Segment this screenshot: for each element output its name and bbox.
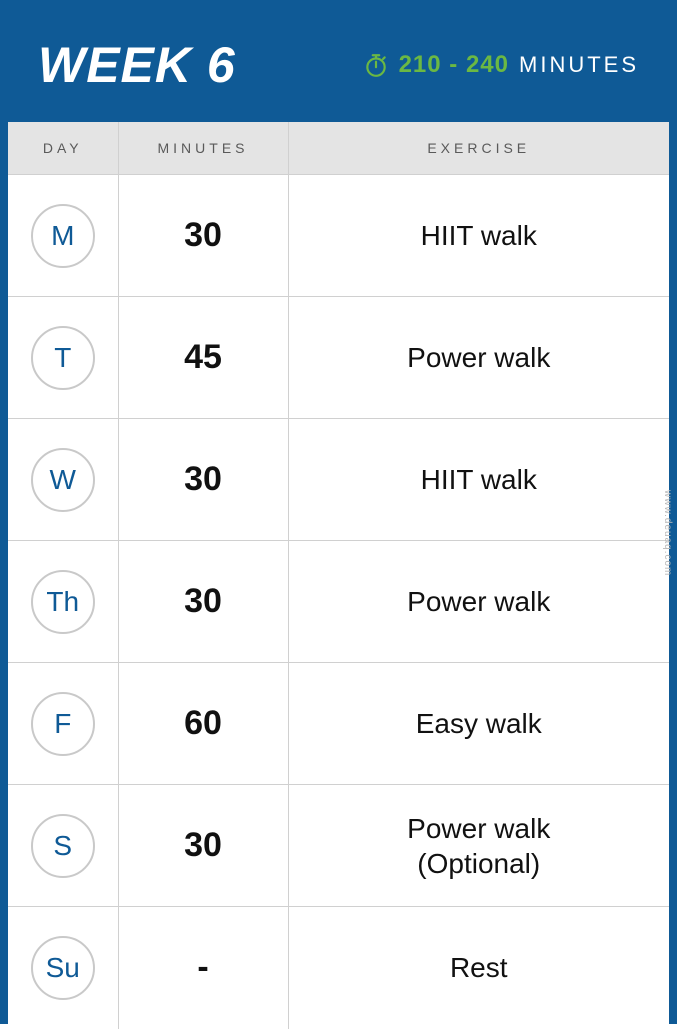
table-body: M 30 HIIT walk T 45 Power walk W 30 HIIT…: [8, 175, 669, 1029]
minutes-cell: 60: [118, 663, 288, 785]
exercise-cell: Easy walk: [288, 663, 669, 785]
table-row: M 30 HIIT walk: [8, 175, 669, 297]
exercise-cell: Power walk: [288, 297, 669, 419]
day-badge: Th: [31, 570, 95, 634]
col-header-minutes: MINUTES: [118, 122, 288, 175]
watermark: www.deuaq.com: [662, 490, 673, 576]
minutes-cell: 30: [118, 419, 288, 541]
minutes-cell: 30: [118, 175, 288, 297]
day-badge: F: [31, 692, 95, 756]
table-row: F 60 Easy walk: [8, 663, 669, 785]
day-badge: W: [31, 448, 95, 512]
table-row: Th 30 Power walk: [8, 541, 669, 663]
schedule-table: DAY MINUTES EXERCISE M 30 HIIT walk T 45…: [8, 122, 669, 1029]
day-badge: S: [31, 814, 95, 878]
exercise-cell: HIIT walk: [288, 419, 669, 541]
stopwatch-icon: [363, 52, 389, 78]
table-header-row: DAY MINUTES EXERCISE: [8, 122, 669, 175]
day-cell: F: [8, 663, 118, 785]
day-cell: W: [8, 419, 118, 541]
minutes-cell: 30: [118, 541, 288, 663]
day-badge: M: [31, 204, 95, 268]
exercise-cell: Power walk(Optional): [288, 785, 669, 907]
week-title: WEEK 6: [38, 36, 236, 94]
header: WEEK 6 210 - 240 MINUTES: [8, 8, 669, 122]
minutes-range: 210 - 240: [399, 51, 509, 79]
minutes-cell: 30: [118, 785, 288, 907]
table-row: W 30 HIIT walk: [8, 419, 669, 541]
table-row: Su - Rest: [8, 907, 669, 1029]
day-badge: Su: [31, 936, 95, 1000]
day-cell: Su: [8, 907, 118, 1029]
day-cell: Th: [8, 541, 118, 663]
minutes-cell: 45: [118, 297, 288, 419]
schedule-table-wrap: DAY MINUTES EXERCISE M 30 HIIT walk T 45…: [8, 122, 669, 1029]
minutes-cell: -: [118, 907, 288, 1029]
schedule-card: WEEK 6 210 - 240 MINUTES DAY MINUTES: [0, 0, 677, 1024]
day-cell: S: [8, 785, 118, 907]
exercise-cell: HIIT walk: [288, 175, 669, 297]
day-cell: T: [8, 297, 118, 419]
col-header-day: DAY: [8, 122, 118, 175]
exercise-cell: Power walk: [288, 541, 669, 663]
table-row: S 30 Power walk(Optional): [8, 785, 669, 907]
minutes-unit-label: MINUTES: [519, 52, 639, 78]
exercise-cell: Rest: [288, 907, 669, 1029]
col-header-exercise: EXERCISE: [288, 122, 669, 175]
table-row: T 45 Power walk: [8, 297, 669, 419]
day-cell: M: [8, 175, 118, 297]
day-badge: T: [31, 326, 95, 390]
minutes-summary: 210 - 240 MINUTES: [363, 51, 639, 79]
